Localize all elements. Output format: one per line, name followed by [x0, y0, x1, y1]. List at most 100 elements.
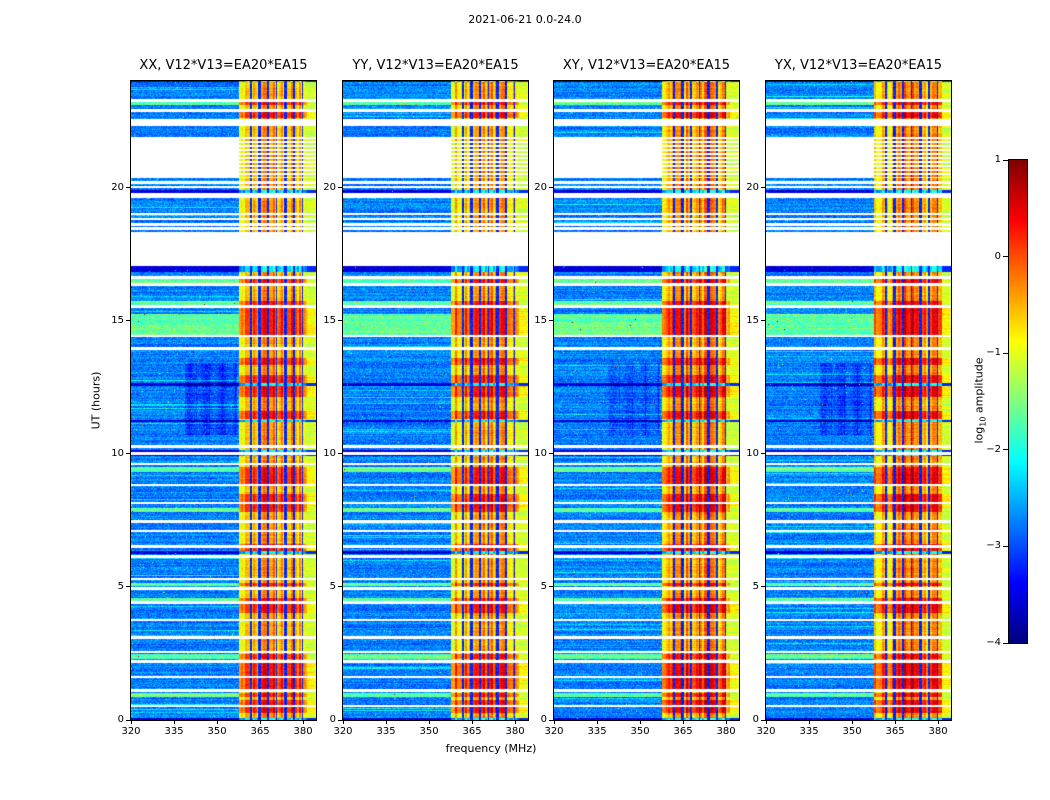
y-tick-label: 10: [111, 447, 124, 459]
x-tick: [471, 720, 473, 724]
x-tick-label: 335: [587, 726, 607, 737]
x-tick-label: 350: [419, 726, 439, 737]
y-tick-label: 10: [746, 447, 759, 459]
y-tick-label: 15: [323, 314, 336, 326]
x-axis-label: frequency (MHz): [445, 742, 537, 755]
colorbar-tick-label: −1: [986, 347, 1001, 359]
x-tick: [259, 720, 261, 724]
y-tick: [338, 453, 342, 455]
x-tick-label: 335: [164, 726, 184, 737]
x-tick: [130, 720, 132, 724]
x-tick: [682, 720, 684, 724]
colorbar-tick: [1003, 545, 1008, 547]
x-tick-label: 350: [630, 726, 650, 737]
spectrogram-image-yx: [766, 81, 951, 720]
y-tick: [338, 320, 342, 322]
x-tick: [937, 720, 939, 724]
colorbar-tick: [1003, 256, 1008, 258]
colorbar-tick: [1003, 352, 1008, 354]
x-tick: [514, 720, 516, 724]
colorbar-tick: [1003, 642, 1008, 644]
x-tick-label: 365: [885, 726, 905, 737]
x-tick: [639, 720, 641, 724]
x-tick: [765, 720, 767, 724]
x-tick: [216, 720, 218, 724]
panel-title-xy: XY, V12*V13=EA20*EA15: [562, 58, 731, 73]
panel-title-yy: YY, V12*V13=EA20*EA15: [352, 58, 519, 73]
y-tick: [126, 187, 130, 188]
y-tick-label: 20: [746, 181, 759, 193]
y-tick-label: 10: [534, 447, 547, 459]
x-tick: [302, 720, 304, 724]
y-tick: [549, 320, 553, 322]
x-tick: [385, 720, 387, 724]
y-tick: [126, 586, 130, 588]
y-tick: [338, 586, 342, 588]
y-tick-label: 15: [534, 314, 547, 326]
x-tick-label: 320: [121, 726, 141, 737]
y-tick-label: 0: [117, 714, 124, 725]
y-tick-label: 20: [111, 181, 124, 193]
x-tick: [725, 720, 727, 724]
y-tick-label: 15: [111, 314, 124, 326]
panel-title-xx: XX, V12*V13=EA20*EA15: [139, 58, 308, 73]
y-tick-label: 10: [323, 447, 336, 459]
x-tick-label: 335: [799, 726, 819, 737]
y-tick-label: 20: [323, 181, 336, 193]
x-tick-label: 380: [505, 726, 525, 737]
y-tick: [761, 453, 765, 455]
x-tick: [553, 720, 555, 724]
x-tick-label: 380: [928, 726, 948, 737]
colorbar-tick-label: −2: [986, 443, 1001, 455]
x-tick-label: 365: [250, 726, 270, 737]
x-tick: [894, 720, 896, 724]
y-tick: [761, 719, 765, 721]
y-tick-label: 5: [117, 580, 124, 592]
y-tick: [126, 453, 130, 455]
x-tick-label: 320: [333, 726, 353, 737]
y-tick-label: 0: [329, 714, 336, 725]
colorbar-gradient: [1009, 160, 1027, 643]
colorbar-tick-label: 0: [994, 250, 1001, 262]
x-tick-label: 380: [716, 726, 736, 737]
y-tick: [549, 586, 553, 588]
y-tick: [761, 320, 765, 322]
y-axis-label: UT (hours): [89, 371, 103, 430]
colorbar-tick-label: 1: [994, 154, 1001, 165]
colorbar-tick: [1003, 159, 1008, 161]
colorbar-label-sub: 10: [978, 416, 988, 427]
x-tick-label: 320: [544, 726, 564, 737]
x-tick-label: 350: [842, 726, 862, 737]
x-tick: [173, 720, 175, 724]
x-tick-label: 320: [756, 726, 776, 737]
y-tick-label: 5: [752, 580, 759, 592]
y-tick: [126, 719, 130, 721]
spectrogram-image-xy: [554, 81, 739, 720]
y-tick: [338, 719, 342, 721]
y-tick: [126, 320, 130, 322]
y-tick-label: 20: [534, 181, 547, 193]
spectrogram-panel-yy: [342, 80, 529, 721]
y-tick-label: 0: [540, 714, 547, 725]
x-tick-label: 380: [293, 726, 313, 737]
x-tick: [851, 720, 853, 724]
spectrogram-image-xx: [131, 81, 316, 720]
y-tick: [761, 586, 765, 588]
y-tick-label: 0: [752, 714, 759, 725]
x-tick: [342, 720, 344, 724]
x-tick: [596, 720, 598, 724]
x-tick-label: 365: [462, 726, 482, 737]
y-tick-label: 15: [746, 314, 759, 326]
spectrogram-panel-xy: [553, 80, 740, 721]
colorbar-label-post: amplitude: [972, 357, 986, 417]
x-tick: [428, 720, 430, 724]
y-tick-label: 5: [540, 580, 547, 592]
colorbar-label-pre: log: [972, 426, 986, 444]
y-tick: [549, 719, 553, 721]
colorbar-tick-label: −3: [986, 540, 1001, 552]
colorbar: [1008, 159, 1028, 644]
figure-title: 2021-06-21 0.0-24.0: [468, 13, 582, 26]
x-tick-label: 350: [207, 726, 227, 737]
y-tick: [761, 187, 765, 188]
